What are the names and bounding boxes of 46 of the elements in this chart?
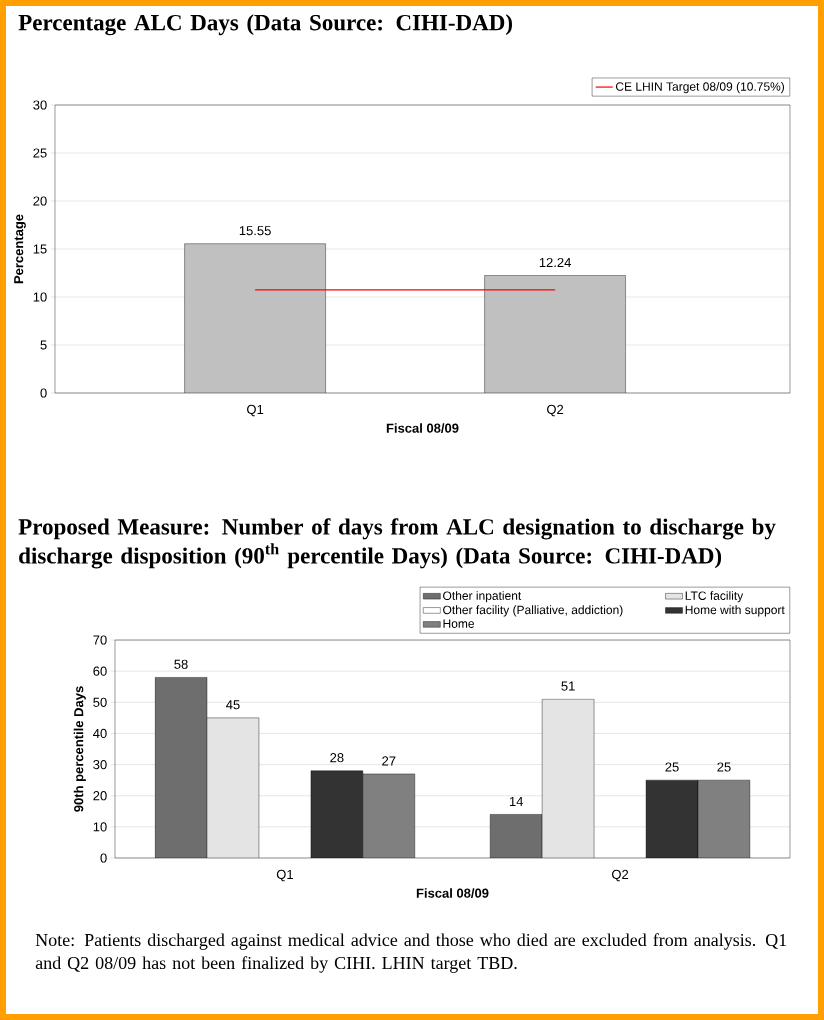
data-label: 14 — [509, 796, 524, 806]
bar — [362, 773, 415, 859]
data-label: 28 — [330, 753, 344, 763]
y-tick-label: 20 — [33, 196, 47, 206]
y-tick-label: 10 — [93, 822, 107, 832]
chart-title: Proposed Measure: Number of days from ALC designation to discharge by discharge disposition (90$^{th}$ percentile Days) (Data Source: CIHI-DAD) — [18, 518, 776, 569]
legend-label: Other facility (Palliative, addiction) — [443, 605, 623, 617]
y-tick-label: 30 — [93, 759, 107, 770]
x-tick-label: Q2 — [547, 404, 564, 417]
chart-title: Percentage ALC Days (Data Source: CIHI-DAD) — [18, 14, 512, 36]
data-label: 51 — [561, 681, 575, 691]
legend-label: Other inpatient — [443, 591, 522, 603]
y-tick-label: 0 — [100, 853, 107, 863]
x-tick-label: Q2 — [612, 869, 629, 882]
bar — [697, 779, 751, 859]
x-axis-title: Fiscal 08/09 — [386, 423, 459, 433]
legend-label: Home — [443, 619, 475, 628]
y-tick-label: 0 — [40, 388, 47, 398]
legend-label: CE LHIN Target 08/09 (10.75%) — [615, 81, 785, 94]
y-tick-label: 25 — [33, 148, 47, 158]
data-label: 58 — [174, 659, 188, 669]
y-tick-label: 70 — [93, 635, 107, 645]
data-label: 25 — [717, 762, 731, 772]
y-axis-title: Percentage — [14, 214, 26, 284]
bar — [206, 717, 260, 859]
y-tick-label: 50 — [93, 697, 107, 707]
y-tick-label: 20 — [93, 791, 107, 801]
data-label: 25 — [665, 762, 679, 772]
y-tick-label: 15 — [33, 244, 47, 254]
text: Note: Patients discharged against medical advice and those who died are excluded from analysis. Q1 and Q2 08/09 has not been finalized by CIHI. LHIN target TBD. — [35, 933, 787, 973]
legend-label: LTC facility — [685, 591, 744, 603]
x-tick-label: Q1 — [247, 404, 264, 417]
x-tick-label: Q1 — [276, 869, 293, 882]
y-tick-label: 10 — [33, 292, 47, 302]
y-axis-title: 90th percentile Days — [73, 686, 86, 812]
data-label: 45 — [226, 700, 240, 710]
bar — [541, 698, 595, 859]
data-label: 15.55 — [239, 226, 271, 236]
y-tick-label: 60 — [93, 666, 107, 676]
data-label: 12.24 — [539, 257, 571, 267]
y-tick-label: 40 — [93, 728, 107, 739]
data-label: 27 — [382, 756, 396, 766]
x-axis-title: Fiscal 08/09 — [416, 888, 489, 898]
y-tick-label: 5 — [40, 340, 47, 350]
legend-label: Home with support — [685, 605, 785, 617]
y-tick-label: 30 — [33, 100, 47, 110]
